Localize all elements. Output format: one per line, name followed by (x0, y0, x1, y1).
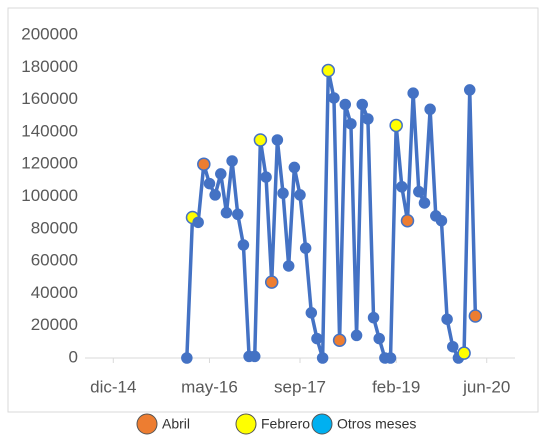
data-point (373, 332, 385, 345)
data-point (468, 309, 483, 323)
data-point (232, 208, 244, 221)
legend-label: Abril (162, 416, 190, 432)
data-point (407, 87, 419, 99)
legend-marker (235, 413, 257, 435)
data-point (248, 350, 261, 363)
data-point (311, 332, 323, 345)
data-point (282, 260, 295, 272)
data-point (215, 168, 227, 180)
series-line (185, 68, 478, 360)
data-point (264, 275, 279, 289)
legend-marker (136, 413, 158, 435)
data-point (389, 118, 403, 133)
data-point (350, 329, 363, 342)
data-point (384, 352, 397, 364)
data-point (400, 213, 415, 228)
data-point (220, 206, 233, 219)
y-tick-label: 20000 (31, 315, 78, 334)
y-tick-label: 140000 (21, 121, 78, 140)
data-point (237, 239, 250, 251)
data-point (424, 103, 436, 116)
data-point (294, 189, 306, 201)
y-tick-label: 120000 (21, 154, 78, 173)
data-point (197, 157, 211, 171)
data-point (288, 161, 301, 174)
legend-marker (311, 413, 333, 435)
data-point (457, 346, 471, 360)
data-point (253, 133, 268, 147)
data-point (305, 307, 318, 319)
data-point (396, 181, 408, 193)
y-tick-label: 180000 (21, 57, 78, 76)
legend-label: Febrero (261, 416, 310, 432)
data-point (463, 84, 476, 96)
data-point (356, 98, 368, 111)
data-point (328, 92, 340, 104)
data-point (271, 134, 284, 146)
data-point (181, 352, 193, 364)
x-tick-label: sep-17 (274, 377, 326, 396)
y-tick-label: 60000 (31, 251, 78, 270)
data-point (260, 171, 272, 183)
x-tick-label: may-16 (181, 377, 238, 396)
data-point (435, 214, 448, 227)
x-tick-label: jun-20 (462, 377, 510, 396)
data-point (209, 189, 221, 201)
y-tick-label: 0 (69, 347, 78, 366)
data-point (226, 155, 238, 167)
y-tick-label: 200000 (21, 24, 78, 43)
data-point (299, 242, 312, 254)
data-point (367, 311, 380, 324)
data-point (447, 340, 459, 353)
x-tick-label: feb-19 (372, 377, 420, 396)
data-point (362, 113, 374, 125)
y-tick-label: 80000 (31, 218, 78, 237)
y-tick-label: 160000 (21, 89, 78, 108)
data-point (418, 197, 431, 209)
data-point (441, 313, 453, 325)
data-point (192, 216, 204, 229)
data-point (321, 63, 336, 78)
data-point (316, 352, 329, 364)
data-point (203, 177, 216, 190)
data-point (413, 185, 425, 198)
x-tick-label: dic-14 (90, 377, 136, 396)
y-tick-label: 100000 (21, 186, 78, 205)
data-point (345, 118, 357, 130)
y-tick-label: 40000 (31, 283, 78, 302)
data-point (339, 98, 352, 111)
data-point (332, 333, 347, 347)
plot-frame (7, 7, 539, 413)
data-point (277, 187, 289, 200)
legend-label: Otros meses (337, 416, 416, 432)
